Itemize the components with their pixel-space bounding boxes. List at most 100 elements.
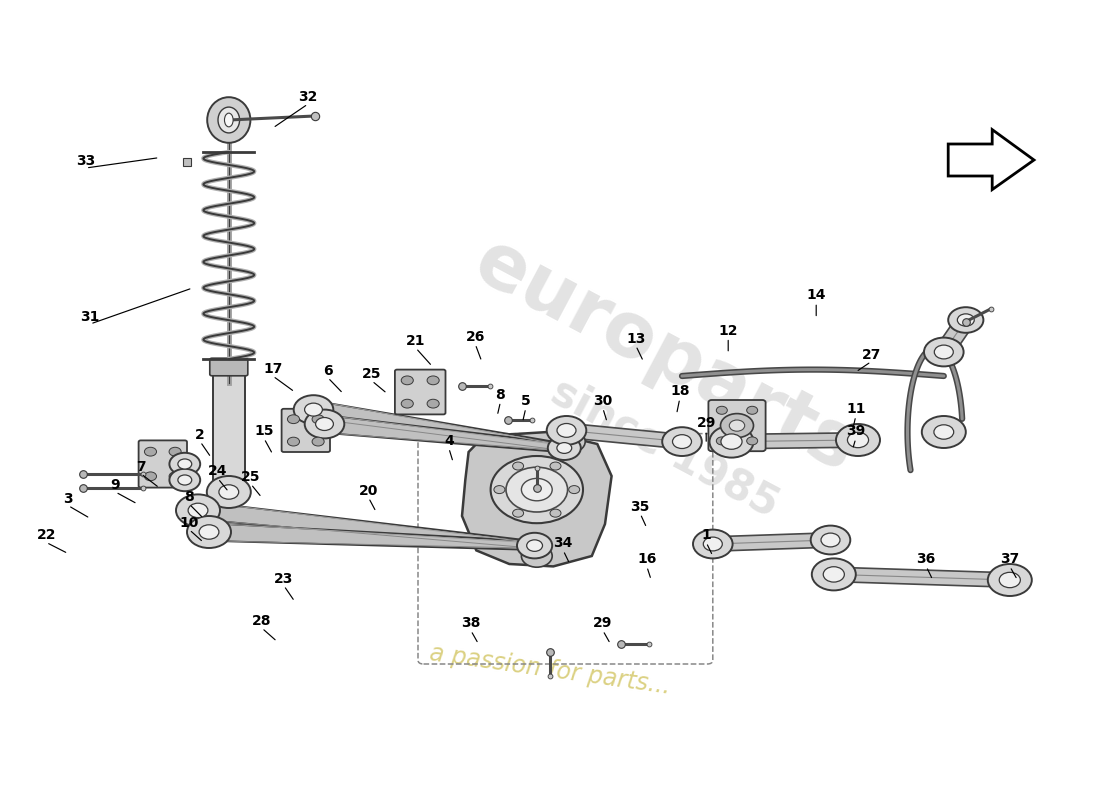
Circle shape [305, 403, 322, 416]
Circle shape [316, 418, 333, 430]
Circle shape [219, 485, 239, 499]
Text: 17: 17 [263, 362, 283, 376]
Polygon shape [565, 423, 683, 449]
Circle shape [716, 406, 727, 414]
Text: since 1985: since 1985 [544, 370, 786, 526]
Circle shape [934, 345, 954, 359]
Polygon shape [462, 432, 612, 566]
Circle shape [747, 406, 758, 414]
Text: 10: 10 [179, 515, 199, 530]
Circle shape [506, 467, 568, 512]
Circle shape [662, 427, 702, 456]
Text: 30: 30 [593, 394, 613, 408]
Circle shape [287, 414, 299, 424]
FancyBboxPatch shape [210, 358, 248, 376]
Circle shape [557, 442, 572, 454]
Circle shape [178, 459, 191, 469]
Text: 26: 26 [465, 330, 485, 344]
Text: 25: 25 [241, 470, 261, 484]
Circle shape [554, 430, 585, 453]
Polygon shape [212, 367, 245, 500]
Polygon shape [713, 533, 830, 551]
FancyBboxPatch shape [395, 370, 446, 414]
Circle shape [305, 410, 344, 438]
Polygon shape [311, 401, 565, 452]
Text: europarts: europarts [462, 224, 869, 488]
Text: 35: 35 [630, 499, 650, 514]
Circle shape [199, 525, 219, 539]
Circle shape [169, 453, 200, 475]
Text: 29: 29 [696, 416, 716, 430]
Text: 4: 4 [444, 434, 453, 448]
Text: 24: 24 [208, 464, 228, 478]
Text: 34: 34 [553, 536, 573, 550]
Circle shape [287, 437, 299, 446]
FancyBboxPatch shape [139, 440, 187, 488]
Polygon shape [834, 567, 1010, 587]
Circle shape [169, 472, 182, 481]
Text: 7: 7 [136, 459, 145, 474]
Circle shape [312, 437, 324, 446]
Circle shape [922, 416, 966, 448]
Circle shape [729, 420, 745, 431]
Circle shape [823, 566, 845, 582]
Text: 12: 12 [718, 323, 738, 338]
Text: 16: 16 [637, 552, 657, 566]
Circle shape [557, 423, 576, 438]
Circle shape [948, 307, 983, 333]
Circle shape [720, 434, 742, 450]
Circle shape [427, 376, 439, 385]
Circle shape [517, 533, 552, 558]
Text: 11: 11 [846, 402, 866, 416]
Text: 2: 2 [196, 427, 205, 442]
Text: 5: 5 [521, 394, 530, 408]
Circle shape [188, 503, 208, 518]
Circle shape [494, 486, 505, 494]
Circle shape [169, 447, 182, 456]
Circle shape [547, 416, 586, 445]
Text: 14: 14 [806, 288, 826, 302]
Circle shape [176, 494, 220, 526]
Circle shape [491, 456, 583, 523]
Circle shape [521, 478, 552, 501]
FancyBboxPatch shape [282, 409, 330, 452]
Text: 9: 9 [111, 478, 120, 492]
Circle shape [178, 475, 191, 485]
Text: 1: 1 [702, 528, 711, 542]
Text: 32: 32 [298, 90, 318, 104]
Circle shape [812, 558, 856, 590]
Circle shape [847, 432, 869, 448]
Text: 25: 25 [362, 366, 382, 381]
Text: 37: 37 [1000, 552, 1020, 566]
Text: 39: 39 [846, 424, 866, 438]
Circle shape [811, 526, 850, 554]
Text: 33: 33 [76, 154, 96, 168]
Text: 8: 8 [185, 490, 194, 504]
Text: 20: 20 [359, 483, 378, 498]
Text: 23: 23 [274, 571, 294, 586]
Circle shape [999, 572, 1021, 588]
Circle shape [821, 533, 840, 547]
Circle shape [427, 399, 439, 408]
Circle shape [716, 437, 727, 445]
Circle shape [144, 447, 156, 456]
Circle shape [527, 540, 542, 551]
Circle shape [710, 426, 754, 458]
Circle shape [957, 314, 975, 326]
Circle shape [402, 376, 414, 385]
Text: 6: 6 [323, 363, 332, 378]
Circle shape [513, 509, 524, 517]
Circle shape [924, 338, 964, 366]
Circle shape [187, 516, 231, 548]
Circle shape [548, 436, 581, 460]
Text: 18: 18 [670, 384, 690, 398]
Text: 21: 21 [406, 334, 426, 348]
Text: 31: 31 [80, 310, 100, 324]
Text: 28: 28 [252, 614, 272, 628]
Circle shape [934, 425, 954, 439]
Polygon shape [935, 317, 975, 355]
Circle shape [207, 476, 251, 508]
Text: 15: 15 [254, 424, 274, 438]
Text: 27: 27 [861, 347, 881, 362]
Ellipse shape [207, 97, 251, 142]
